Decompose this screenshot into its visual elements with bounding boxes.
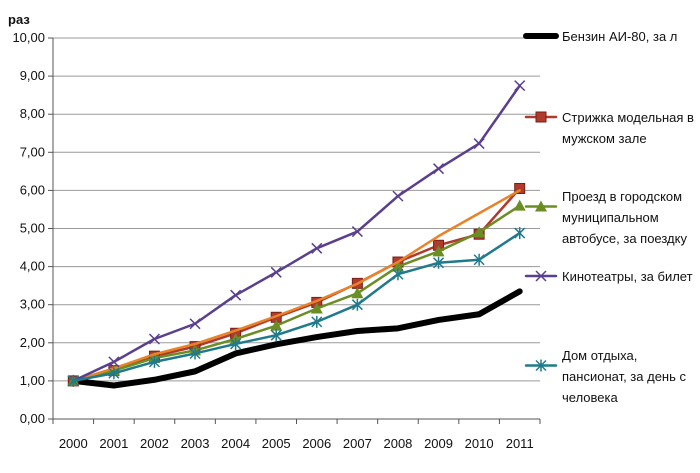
series-line: [72, 189, 521, 383]
x-tick-label: 2008: [383, 436, 412, 451]
data-point: [514, 227, 526, 240]
data-point: [433, 163, 445, 175]
data-point: [108, 356, 120, 368]
x-tick-label: 2004: [221, 436, 250, 451]
legend-item: Стрижка модельная в мужском зале: [524, 110, 694, 146]
y-axis-label: раз: [8, 12, 30, 27]
x-tick-label: 2000: [59, 436, 88, 451]
data-point: [189, 347, 201, 360]
y-axis-ticks: 0,00 1,00 2,00 3,00 4,00 5,00 6,00 7,00 8,00 9,00…: [12, 30, 53, 426]
series-2: [67, 182, 526, 387]
series-line: [72, 231, 521, 383]
legend-label: человека: [562, 390, 618, 405]
data-point: [67, 374, 79, 387]
data-point: [311, 242, 323, 254]
data-point: [391, 260, 404, 272]
y-tick-label: 1,00: [20, 373, 45, 388]
legend: Бензин АИ-80, за л Стрижка модельная в муж…: [523, 29, 694, 405]
y-tick-label: 2,00: [20, 335, 45, 350]
x-tick-label: 2010: [465, 436, 494, 451]
data-point: [230, 337, 242, 350]
y-tick-label: 5,00: [20, 221, 45, 236]
data-point: [392, 268, 404, 281]
legend-label: Дом отдыха,: [562, 348, 637, 363]
y-tick-label: 0,00: [20, 411, 45, 426]
data-point: [310, 302, 323, 314]
legend-label: Стрижка модельная в: [562, 110, 694, 125]
y-tick-label: 9,00: [20, 68, 45, 83]
data-point: [513, 199, 526, 211]
series-4: [72, 189, 521, 383]
data-point: [351, 298, 363, 311]
data-point: [535, 359, 547, 372]
data-point: [270, 329, 282, 342]
legend-item: Дом отдыха, пансионат, за день с человека: [524, 348, 686, 405]
legend-label: пансионат, за день с: [562, 369, 686, 384]
data-point: [270, 266, 282, 278]
data-point: [270, 319, 283, 331]
data-point: [108, 367, 120, 380]
x-tick-label: 2009: [424, 436, 453, 451]
data-point: [189, 318, 201, 330]
data-point: [311, 315, 323, 328]
series-line: [72, 84, 521, 383]
series-1: [70, 288, 523, 389]
x-tick-label: 2002: [140, 436, 169, 451]
data-point: [473, 253, 485, 266]
data-point: [148, 333, 160, 345]
legend-label: Бензин АИ-80, за л: [562, 29, 677, 44]
data-point: [392, 190, 404, 202]
data-point: [230, 289, 242, 301]
x-axis-ticks: 2000 2001 2002 2003 2004 2005 2006 2007 2008 2009…: [52, 419, 541, 451]
data-point: [473, 138, 485, 150]
data-point: [433, 256, 445, 269]
x-tick-label: 2005: [262, 436, 291, 451]
series-3: [67, 199, 526, 386]
y-tick-label: 6,00: [20, 182, 45, 197]
series-line: [72, 187, 521, 383]
grid-lines: [53, 37, 540, 420]
y-tick-label: 7,00: [20, 144, 45, 159]
data-point: [535, 111, 547, 123]
data-point: [535, 200, 547, 212]
y-tick-label: 3,00: [20, 297, 45, 312]
series-line: [72, 204, 521, 383]
series-group: [67, 80, 526, 389]
data-point: [432, 245, 445, 257]
axes: [52, 38, 540, 420]
legend-item: Бензин АИ-80, за л: [523, 29, 677, 44]
x-tick-label: 2001: [99, 436, 128, 451]
data-point: [473, 226, 486, 238]
y-tick-label: 4,00: [20, 259, 45, 274]
legend-label: Проезд в городском: [562, 189, 682, 204]
data-point: [514, 80, 526, 92]
series-6: [67, 227, 526, 387]
legend-label: муниципальном: [562, 210, 659, 225]
legend-label: мужском зале: [562, 131, 647, 146]
series-5: [67, 80, 526, 387]
data-point: [148, 355, 160, 368]
legend-item: Кинотеатры, за билет: [524, 269, 693, 284]
x-tick-label: 2007: [343, 436, 372, 451]
legend-label: автобусе, за поездку: [562, 231, 687, 246]
x-tick-label: 2011: [506, 436, 534, 451]
data-point: [535, 270, 547, 282]
x-tick-label: 2006: [302, 436, 331, 451]
data-point: [514, 182, 526, 194]
data-point: [351, 226, 363, 238]
y-tick-label: 10,00: [12, 30, 45, 45]
legend-item: Проезд в городском муниципальном автобусе,…: [524, 189, 687, 246]
x-tick-label: 2003: [181, 436, 210, 451]
data-point: [351, 287, 364, 299]
y-tick-label: 8,00: [20, 106, 45, 121]
series-line: [70, 288, 523, 389]
legend-label: Кинотеатры, за билет: [562, 269, 693, 284]
